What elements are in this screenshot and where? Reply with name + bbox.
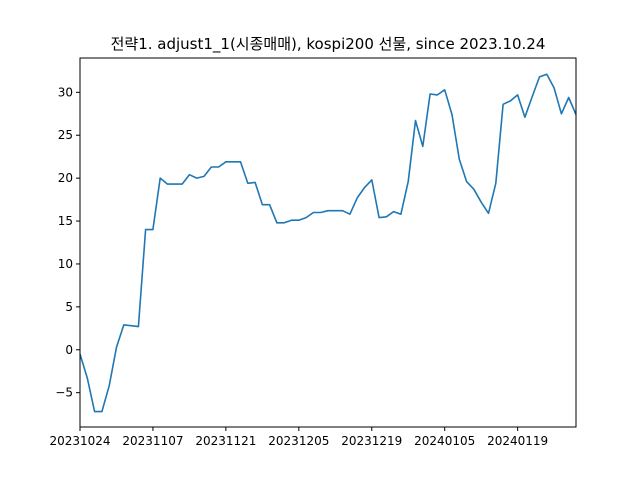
plot-frame (79, 57, 577, 428)
x-tick-label: 20231107 (122, 434, 183, 448)
x-tick-label: 20231024 (49, 434, 110, 448)
y-tick-label: 25 (58, 128, 73, 142)
x-tick-label: 20231205 (268, 434, 329, 448)
y-tick-label: −5 (55, 386, 73, 400)
x-tick-label: 20231121 (195, 434, 256, 448)
y-tick-label: 10 (58, 257, 73, 271)
y-tick-label: 5 (65, 300, 73, 314)
y-tick-label: 0 (65, 343, 73, 357)
y-tick-label: 20 (58, 171, 73, 185)
x-tick-label: 20240119 (487, 434, 548, 448)
plot-area (79, 73, 577, 413)
y-tick-label: 30 (58, 85, 73, 99)
x-axis: 20231024 20231107 20231121 20231205 20231219… (49, 427, 548, 448)
series-line (79, 73, 577, 413)
y-axis: −5 0 5 10 15 20 25 30 (55, 85, 80, 400)
y-tick-label: 15 (58, 214, 73, 228)
chart-title: 전략1. adjust1_1(시종매매), kospi200 선물, since… (111, 35, 546, 54)
x-tick-label: 20231219 (341, 434, 402, 448)
x-tick-label: 20240105 (414, 434, 475, 448)
